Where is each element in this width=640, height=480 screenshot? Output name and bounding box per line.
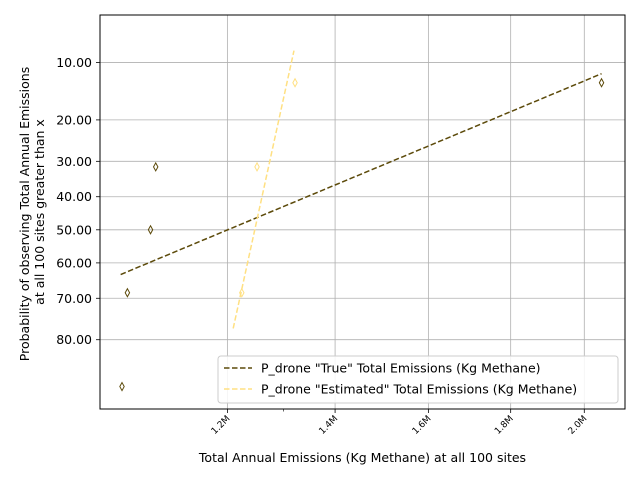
data-point-marker	[147, 224, 154, 235]
ticks: 10.00 20.00 30.00 40.00 50.00 60.00 70.00 80.00…	[56, 55, 589, 437]
fit-line	[120, 73, 602, 276]
y-axis-label: Probability of observing Total Annual Em…	[17, 63, 47, 361]
series-0	[119, 73, 605, 392]
y-tick-label: 20.00	[56, 112, 92, 127]
y-axis-label-line-2: at all 100 sites greater than x	[32, 119, 47, 305]
x-axis-label: Total Annual Emissions (Kg Methane) at a…	[198, 450, 526, 465]
series-1	[232, 50, 298, 329]
y-tick-label: 80.00	[56, 332, 92, 347]
data-point-marker	[254, 161, 260, 172]
y-tick-label: 50.00	[56, 222, 92, 237]
data-point-marker	[239, 287, 245, 298]
data-point-marker	[598, 77, 605, 88]
fit-line	[232, 50, 295, 329]
series-layer	[119, 50, 605, 392]
y-tick-label: 70.00	[56, 291, 92, 306]
y-tick-label: 30.00	[56, 154, 92, 169]
plot-frame	[99, 14, 626, 410]
data-point-marker	[119, 381, 125, 392]
legend-label-estimated: P_drone "Estimated" Total Emissions (Kg …	[261, 382, 577, 397]
data-point-marker	[152, 161, 159, 172]
data-point-marker	[124, 287, 131, 298]
legend-box	[217, 355, 619, 404]
y-tick-label: 10.00	[56, 55, 92, 70]
grid	[100, 15, 625, 409]
y-axis-label-line-1: Probability of observing Total Annual Em…	[17, 67, 32, 361]
data-point-marker	[292, 77, 298, 88]
y-tick-label: 60.00	[56, 255, 92, 270]
legend-label-true: P_drone "True" Total Emissions (Kg Metha…	[261, 361, 541, 376]
y-tick-label: 40.00	[56, 189, 92, 204]
legend: P_drone "True" Total Emissions (Kg Metha…	[217, 355, 619, 404]
